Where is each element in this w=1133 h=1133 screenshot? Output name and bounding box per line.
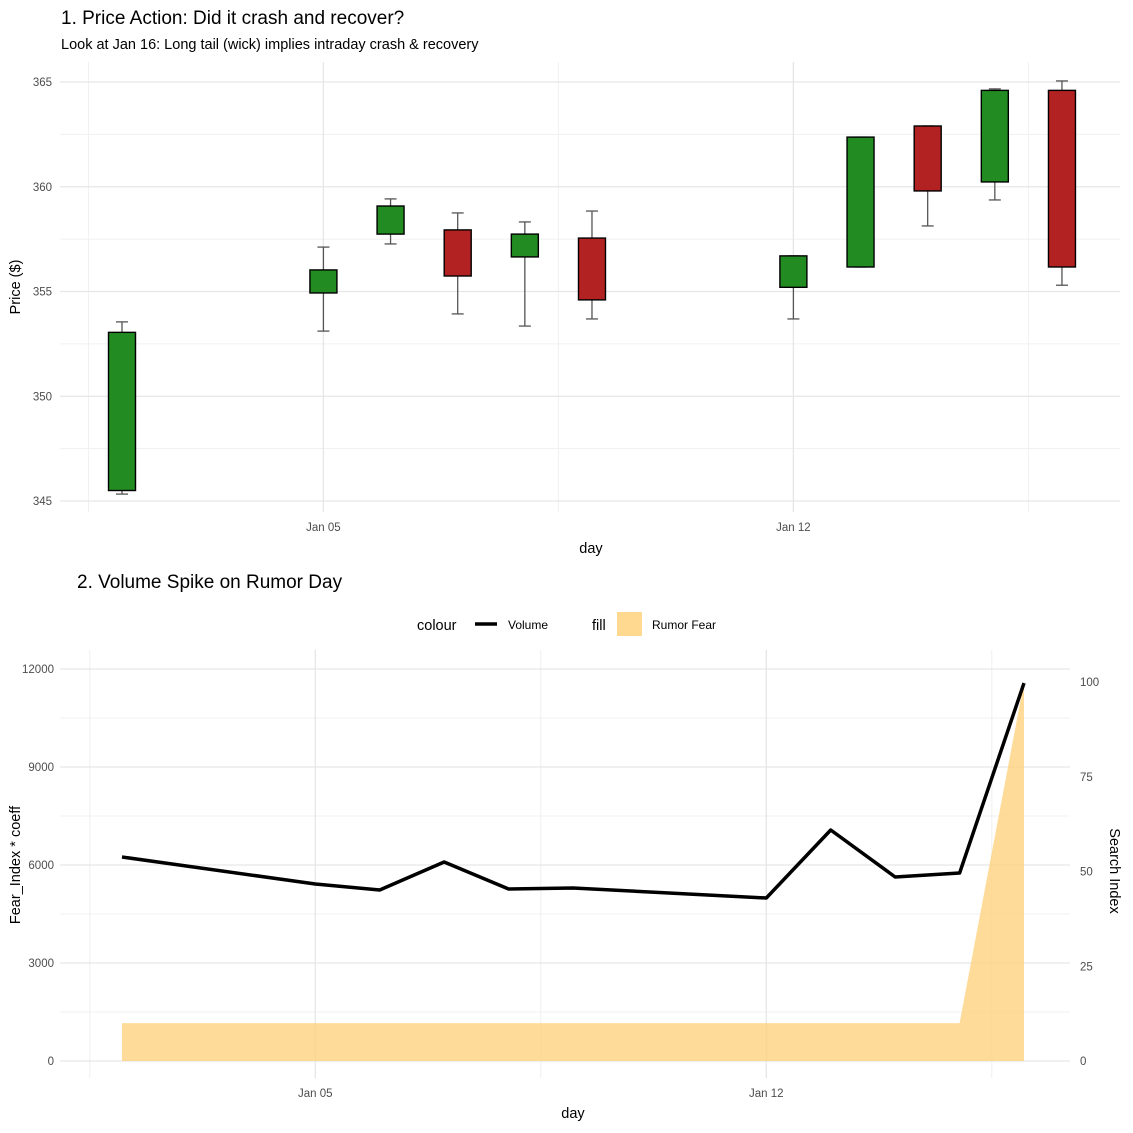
legend-colour-title: colour [417, 618, 457, 634]
y-tick-label: 0 [48, 1056, 54, 1068]
volume-axes: 0 3000 6000 9000 12000 0 25 50 75 100 Jan 05 Jan 12 [22, 664, 1099, 1100]
y-tick-label: 365 [33, 77, 52, 89]
volume-legend: colour Volume fill Rumor Fear [417, 612, 716, 636]
candle-body-jan-12 [779, 255, 808, 289]
y-tick-label: 12000 [22, 664, 54, 676]
price-axes: 345 350 355 360 365 Jan 05 Jan 12 [33, 77, 811, 534]
legend-rumor-fear-swatch [617, 612, 642, 636]
candle-body-jan-16 [1047, 89, 1077, 268]
volume-marks [121, 682, 1026, 1061]
price-chart-subtitle: Look at Jan 16: Long tail (wick) implies… [61, 37, 479, 53]
x-tick-label: Jan 12 [776, 522, 811, 534]
legend-fill-title: fill [592, 618, 606, 634]
candle-body-jan-09 [577, 237, 607, 301]
price-chart-title: 1. Price Action: Did it crash and recove… [61, 8, 404, 29]
volume-x-axis-label: day [561, 1106, 585, 1122]
x-tick-label: Jan 05 [298, 1088, 333, 1100]
y-right-tick-label: 75 [1080, 772, 1093, 784]
rumor-fear-area [122, 682, 1025, 1061]
volume-y-axis-label: Fear_Index * coeff [8, 805, 24, 924]
y-tick-label: 9000 [28, 762, 54, 774]
price-candles [107, 80, 1077, 495]
legend-volume-label: Volume [508, 618, 548, 632]
y-tick-label: 360 [33, 182, 52, 194]
volume-chart-title: 2. Volume Spike on Rumor Day [77, 572, 343, 593]
candle-body-jan-08 [510, 233, 540, 258]
legend-rumor-fear-label: Rumor Fear [652, 618, 716, 632]
candle-body-jan-07 [443, 229, 472, 277]
x-tick-label: Jan 12 [749, 1088, 784, 1100]
candle-body-jan-02 [107, 331, 137, 492]
candle-body-jan-13 [846, 136, 875, 268]
y-tick-label: 345 [33, 496, 52, 508]
y-tick-label: 350 [33, 391, 52, 403]
x-tick-label: Jan 05 [306, 522, 341, 534]
price-x-axis-label: day [579, 541, 603, 557]
candle-body-jan-06 [376, 205, 405, 235]
volume-grid [60, 650, 1070, 1078]
price-y-axis-label: Price ($) [8, 260, 24, 315]
y-right-tick-label: 0 [1080, 1056, 1086, 1068]
y-right-tick-label: 25 [1080, 961, 1093, 973]
volume-y-right-axis-label: Search Index [1106, 828, 1122, 914]
y-tick-label: 6000 [28, 860, 54, 872]
y-tick-label: 3000 [28, 958, 54, 970]
candle-body-jan-05 [309, 269, 338, 294]
candle-body-jan-14 [913, 125, 942, 192]
candle-body-jan-15 [980, 89, 1010, 183]
y-tick-label: 355 [33, 287, 52, 299]
y-right-tick-label: 50 [1080, 867, 1093, 879]
volume-line [121, 682, 1026, 900]
y-right-tick-label: 100 [1080, 677, 1099, 689]
